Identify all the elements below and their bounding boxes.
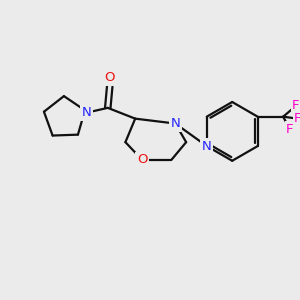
Text: N: N [202, 140, 211, 153]
Text: F: F [294, 112, 300, 125]
Text: O: O [104, 71, 115, 84]
Text: F: F [286, 123, 294, 136]
Text: F: F [292, 99, 300, 112]
Text: N: N [170, 117, 180, 130]
Text: N: N [81, 106, 91, 119]
Text: O: O [137, 153, 147, 166]
